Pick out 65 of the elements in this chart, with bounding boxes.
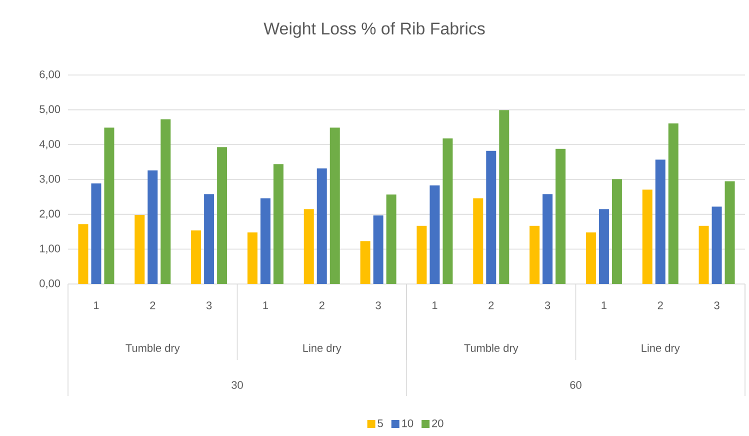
bar (416, 226, 427, 284)
bar (598, 209, 609, 284)
bar (473, 198, 484, 284)
bar (260, 198, 270, 284)
bar (386, 194, 396, 284)
bar (712, 206, 722, 284)
x-tick-label: 2 (658, 302, 663, 310)
bar (642, 190, 652, 284)
bar (668, 123, 678, 284)
bar (499, 110, 510, 284)
bar (486, 150, 496, 284)
bar (724, 181, 735, 284)
bar (330, 128, 340, 284)
bar (655, 160, 666, 284)
bar (542, 194, 553, 284)
bar (612, 179, 622, 284)
bar (530, 226, 540, 284)
bar (217, 147, 228, 284)
x-tick-label: 1 (263, 302, 268, 310)
x-tick-label: 1 (94, 302, 99, 310)
y-tick-label: 2,00 (40, 210, 60, 219)
bar (191, 230, 202, 284)
y-tick-label: 5,00 (40, 105, 60, 114)
y-tick-label: 1,00 (40, 244, 60, 254)
text: Tumble dry (126, 344, 180, 354)
y-tick-label: 0,00 (40, 279, 60, 289)
text: Line dry (642, 344, 680, 354)
y-tick-label: 6,00 (40, 70, 60, 80)
legend-label: 20 (432, 419, 444, 428)
x-tick-label: 3 (714, 302, 720, 310)
bar (442, 138, 453, 284)
text: 30 (232, 381, 243, 389)
bar (91, 183, 102, 284)
bar (134, 215, 145, 284)
bar (78, 224, 88, 284)
bar (556, 148, 566, 284)
legend-label: 5 (378, 420, 383, 428)
y-tick-label: 3,00 (40, 174, 60, 184)
bar (160, 119, 171, 284)
x-tick-label: 2 (319, 302, 324, 310)
bar (204, 194, 214, 284)
bar (316, 168, 327, 284)
x-tick-label: 2 (488, 302, 494, 310)
bar (304, 209, 314, 284)
bar (373, 215, 384, 284)
x-tick-label: 3 (206, 302, 212, 310)
bar (104, 128, 114, 284)
x-tick-label: 1 (432, 302, 438, 310)
chart-title: Weight Loss % of Rib Fabrics (264, 22, 485, 38)
x-tick-label: 3 (376, 302, 381, 310)
text: 60 (570, 381, 582, 389)
x-tick-label: 1 (602, 302, 606, 310)
y-tick-label: 4,00 (39, 140, 60, 150)
bar (247, 232, 258, 284)
bar (430, 185, 440, 284)
text: Tumble dry (464, 344, 518, 354)
legend-label: 10 (402, 419, 414, 428)
text: Line dry (303, 344, 342, 354)
x-tick-label: 2 (150, 302, 156, 310)
bar (698, 226, 709, 284)
bar (273, 164, 284, 284)
bar (360, 241, 370, 284)
bar (586, 232, 596, 284)
x-tick-label: 3 (544, 302, 550, 310)
bar (148, 170, 158, 284)
